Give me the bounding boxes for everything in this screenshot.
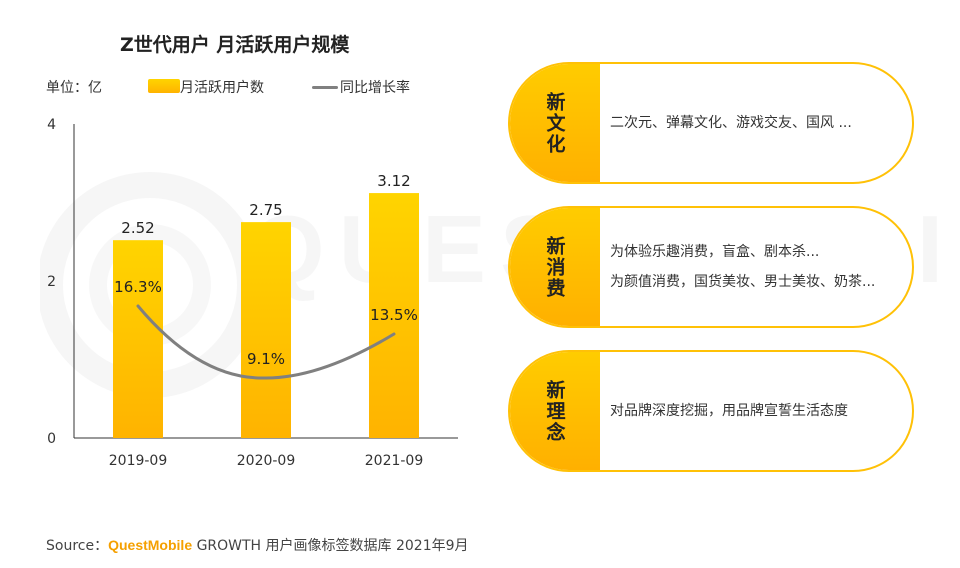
y-tick-label: 4	[47, 117, 56, 133]
x-tick-label: 2019-09	[109, 453, 168, 469]
x-tick-label: 2021-09	[365, 453, 424, 469]
card-tag: 新消费	[510, 208, 600, 326]
source-brand: QuestMobile	[108, 537, 193, 553]
card-line: 对品牌深度挖掘，用品牌宣誓生活态度	[610, 403, 848, 419]
card-new-consumption: 新消费 为体验乐趣消费，盲盒、剧本杀... 为颜值消费，国货美妆、男士美妆、奶茶…	[508, 206, 914, 328]
growth-rate-label: 16.3%	[114, 278, 162, 296]
growth-rate-label: 13.5%	[370, 306, 418, 324]
source-text: GROWTH 用户画像标签数据库 2021年9月	[196, 538, 469, 554]
legend-line-swatch	[312, 86, 338, 89]
mau-chart: 0 2 4 2.52 2019-09 2.75 2020-09 3.12 2021-09 16.…	[47, 117, 458, 469]
unit-label: 单位：亿	[46, 80, 102, 96]
card-line: 二次元、弹幕文化、游戏交友、国风 ...	[610, 115, 852, 131]
card-tag: 新文化	[510, 64, 600, 182]
card-tag-label: 新消费	[543, 235, 566, 299]
bar-value-label: 2.75	[249, 201, 282, 219]
x-tick-label: 2020-09	[237, 453, 296, 469]
card-new-culture: 新文化 二次元、弹幕文化、游戏交友、国风 ...	[508, 62, 914, 184]
card-tag-label: 新理念	[543, 379, 566, 443]
source-prefix: Source：	[46, 538, 109, 554]
card-new-philosophy: 新理念 对品牌深度挖掘，用品牌宣誓生活态度	[508, 350, 914, 472]
legend-bar-label: 月活跃用户数	[180, 80, 264, 96]
chart-title: Z世代用户 月活跃用户规模	[120, 34, 350, 56]
bar	[369, 193, 419, 438]
card-line: 为颜值消费，国货美妆、男士美妆、奶茶...	[610, 274, 876, 290]
bar	[113, 240, 163, 438]
card-body: 对品牌深度挖掘，用品牌宣誓生活态度	[610, 352, 902, 470]
legend-line-label: 同比增长率	[340, 80, 410, 96]
card-body: 二次元、弹幕文化、游戏交友、国风 ...	[610, 64, 902, 182]
bar	[241, 222, 291, 438]
card-body: 为体验乐趣消费，盲盒、剧本杀... 为颜值消费，国货美妆、男士美妆、奶茶...	[610, 208, 902, 326]
legend-bar-swatch	[148, 79, 180, 93]
y-tick-label: 2	[47, 274, 56, 290]
growth-rate-label: 9.1%	[247, 350, 285, 368]
card-tag-label: 新文化	[543, 91, 566, 155]
bar-value-label: 2.52	[121, 219, 154, 237]
card-tag: 新理念	[510, 352, 600, 470]
card-line: 为体验乐趣消费，盲盒、剧本杀...	[610, 244, 820, 260]
bar-value-label: 3.12	[377, 172, 410, 190]
y-tick-label: 0	[47, 431, 56, 447]
source-note: Source：QuestMobile GROWTH 用户画像标签数据库 2021…	[46, 535, 469, 555]
